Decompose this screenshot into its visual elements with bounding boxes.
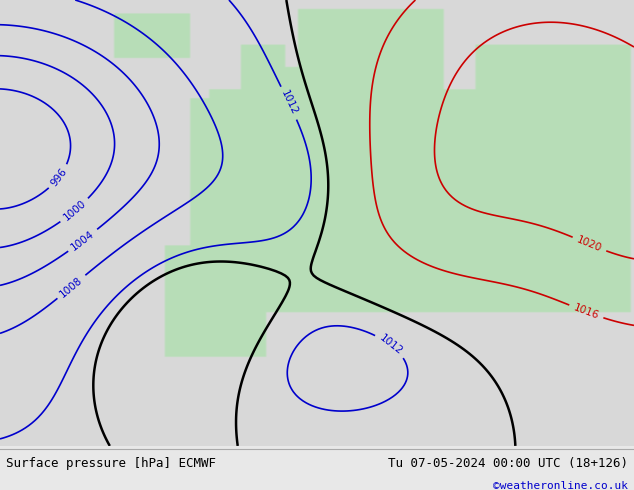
Text: 1012: 1012: [377, 333, 404, 357]
Text: Tu 07-05-2024 00:00 UTC (18+126): Tu 07-05-2024 00:00 UTC (18+126): [387, 457, 628, 470]
Text: Surface pressure [hPa] ECMWF: Surface pressure [hPa] ECMWF: [6, 457, 216, 470]
Text: 1004: 1004: [69, 228, 96, 252]
Text: 1016: 1016: [572, 302, 600, 321]
Text: 996: 996: [49, 166, 69, 188]
Text: ©weatheronline.co.uk: ©weatheronline.co.uk: [493, 481, 628, 490]
Text: 1000: 1000: [61, 198, 88, 223]
Text: 1012: 1012: [279, 89, 299, 117]
Text: 1008: 1008: [58, 274, 85, 299]
Text: 1020: 1020: [576, 235, 604, 254]
